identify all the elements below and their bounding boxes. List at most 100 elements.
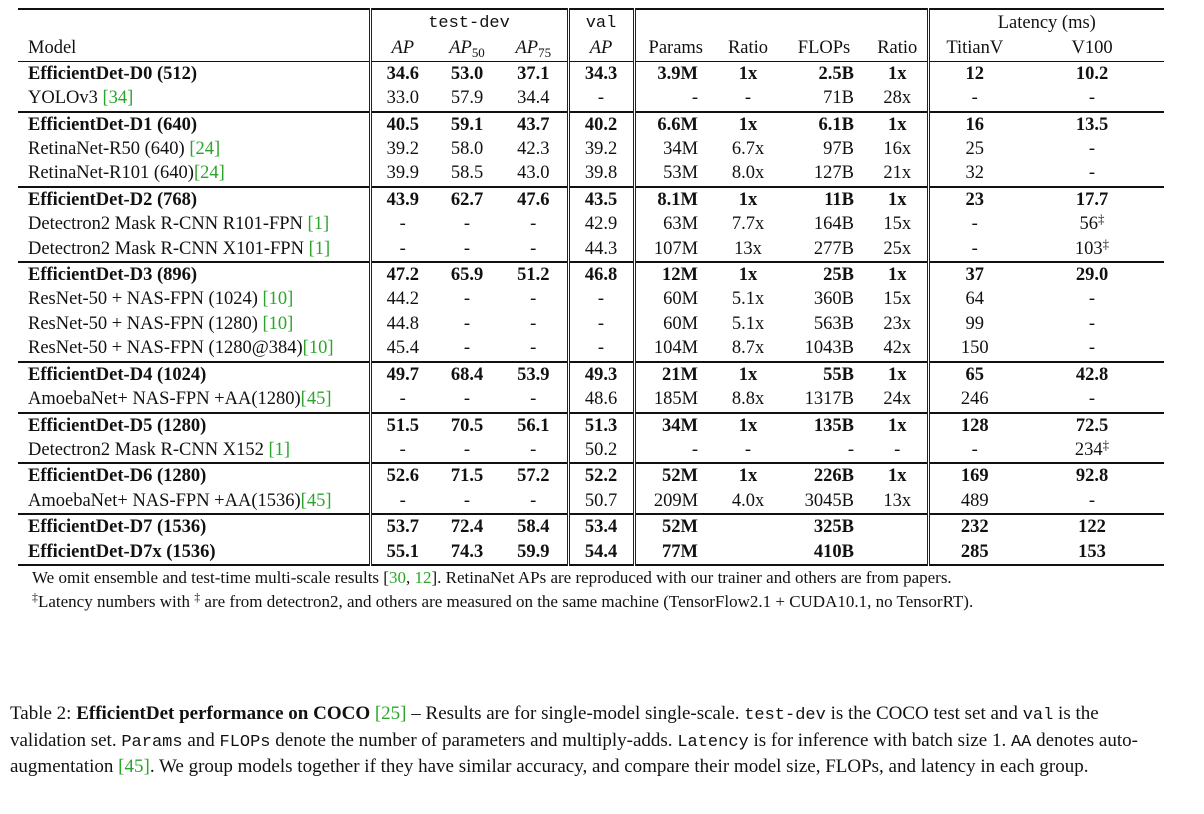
table-row: EfficientDet-D0 (512) 34.6 53.0 37.1 34.3 3.9… bbox=[18, 60, 1165, 87]
model-name: ResNet-50 + NAS-FPN (1280) [10] bbox=[28, 313, 294, 334]
cell-params: 63M bbox=[632, 212, 717, 237]
cell-r1 bbox=[716, 513, 781, 540]
citation[interactable]: [1] bbox=[268, 439, 291, 460]
cell-v: - bbox=[1088, 88, 1096, 109]
cell-ap50: 68.4 bbox=[434, 360, 500, 388]
col-ap75: AP bbox=[515, 38, 539, 59]
cell-params: 77M bbox=[632, 539, 717, 566]
cell-ap75: - bbox=[530, 338, 537, 359]
cell-t: 128 bbox=[926, 411, 1021, 438]
cell-t: - bbox=[926, 236, 1021, 263]
cell-ap50: - bbox=[463, 490, 471, 511]
citation[interactable]: [25] bbox=[374, 703, 407, 724]
cell-val: 54.4 bbox=[566, 539, 635, 566]
citation[interactable]: [34] bbox=[102, 88, 134, 109]
cell-t: 285 bbox=[926, 539, 1021, 566]
cell-ap50: 65.9 bbox=[434, 261, 500, 288]
col-v100: V100 bbox=[1071, 38, 1113, 59]
model-name: AmoebaNet+ NAS-FPN +AA(1536)[45] bbox=[28, 490, 332, 511]
cell-r2: 1x bbox=[868, 261, 929, 288]
table-row: ResNet-50 + NAS-FPN (1280) [10] 44.8- - -60… bbox=[18, 311, 1164, 337]
cell-r2: 1x bbox=[868, 462, 929, 489]
cell-r2: 25x bbox=[883, 238, 912, 259]
cell-t: - bbox=[926, 437, 1021, 464]
cell-params: 209M bbox=[632, 488, 717, 515]
cell-v: 10.2 bbox=[1020, 60, 1165, 87]
cell-v: - bbox=[1088, 139, 1096, 160]
cell-flops: 25B bbox=[780, 261, 869, 288]
cell-t: 246 bbox=[926, 387, 1021, 413]
citation[interactable]: [1] bbox=[308, 238, 331, 259]
cell-val: 44.3 bbox=[566, 236, 635, 263]
cell-t: 99 bbox=[926, 311, 1021, 337]
cell-flops: 410B bbox=[780, 539, 869, 566]
col-ap: AP bbox=[391, 38, 415, 59]
citation[interactable]: [45] bbox=[300, 389, 332, 410]
cell-params: 60M bbox=[632, 311, 717, 337]
note-line-2: ‡Latency numbers with ‡ are from detectr… bbox=[32, 589, 974, 611]
cell-ap50: 74.3 bbox=[434, 539, 500, 566]
cell-val: 43.5 bbox=[566, 185, 635, 213]
cell-ap50: - bbox=[463, 389, 471, 410]
cell-v: 17.7 bbox=[1020, 185, 1165, 213]
citation[interactable]: [10] bbox=[262, 289, 294, 310]
cell-params: 107M bbox=[632, 236, 717, 263]
table-row: EfficientDet-D4 (1024) 49.7 68.4 53.9 49.3 21… bbox=[18, 360, 1165, 388]
cell-ap: 45.4 bbox=[368, 336, 434, 362]
citation[interactable]: [10] bbox=[262, 313, 294, 334]
cell-v: 153 bbox=[1020, 539, 1165, 566]
table-row: EfficientDet-D3 (896) 47.2 65.9 51.2 46.8 12M… bbox=[18, 261, 1165, 288]
cell-flops: 1043B bbox=[804, 338, 855, 359]
citation[interactable]: 12 bbox=[414, 567, 432, 587]
cell-r2: - bbox=[894, 439, 901, 460]
note-line-1: We omit ensemble and test-time multi-sca… bbox=[32, 567, 952, 587]
cell-r1: 5.1x bbox=[731, 313, 765, 334]
cell-ap: 44.2 bbox=[368, 287, 434, 312]
cell-v: - bbox=[1088, 338, 1096, 359]
table-caption: Table 2: EfficientDet performance on COC… bbox=[10, 703, 1138, 777]
cell-ap50: 53.0 bbox=[434, 60, 500, 87]
cell-ap: 39.2 bbox=[368, 137, 434, 162]
cell-r2: 1x bbox=[868, 360, 929, 388]
citation[interactable]: 30 bbox=[388, 567, 406, 587]
model-name: ResNet-50 + NAS-FPN (1024) [10] bbox=[28, 289, 294, 310]
cell-params: - bbox=[632, 437, 717, 464]
cell-t: - bbox=[926, 212, 1021, 237]
citation[interactable]: [45] bbox=[118, 756, 150, 777]
cell-ap50: - bbox=[463, 338, 471, 359]
citation[interactable]: [24] bbox=[189, 139, 221, 160]
cell-t: 25 bbox=[926, 137, 1021, 162]
cell-params: 52M bbox=[632, 513, 717, 540]
cell-ap: 43.9 bbox=[368, 185, 434, 213]
cell-val: - bbox=[566, 287, 635, 312]
citation[interactable]: [1] bbox=[307, 214, 330, 235]
cell-t: 32 bbox=[926, 161, 1021, 187]
cell-ap: - bbox=[368, 212, 434, 237]
citation[interactable]: [10] bbox=[302, 338, 334, 359]
cell-r1: 1x bbox=[716, 261, 781, 288]
cell-r2: 1x bbox=[868, 185, 929, 213]
cell-v: - bbox=[1088, 490, 1096, 511]
cell-r2: 15x bbox=[883, 289, 912, 310]
cell-flops: 277B bbox=[813, 238, 855, 259]
table-row: EfficientDet-D2 (768) 43.9 62.7 47.6 43.5 8.1… bbox=[18, 185, 1165, 213]
cell-val: 49.3 bbox=[566, 360, 635, 388]
table-row: YOLOv3 [34] 33.0 57.9 34.4- - -71B 28x - - bbox=[18, 86, 1164, 112]
table-row: RetinaNet-R101 (640)[24] 39.9 58.5 43.0 39.8… bbox=[18, 161, 1164, 187]
cell-r2: 13x bbox=[883, 490, 912, 511]
cell-r1: - bbox=[744, 88, 752, 109]
cell-r1: 8.7x bbox=[731, 338, 765, 359]
cell-t: 232 bbox=[926, 513, 1021, 540]
model-name: RetinaNet-R50 (640) [24] bbox=[28, 139, 221, 160]
citation[interactable]: [45] bbox=[300, 490, 332, 511]
model-name: EfficientDet-D6 (1280) bbox=[18, 462, 370, 489]
cell-t: 489 bbox=[926, 488, 1021, 515]
cell-v: 56‡ bbox=[1079, 211, 1105, 235]
citation[interactable]: [24] bbox=[193, 163, 225, 184]
cell-r2: 1x bbox=[868, 411, 929, 438]
cell-v: - bbox=[1088, 163, 1096, 184]
cell-flops: 135B bbox=[780, 411, 869, 438]
cell-flops: 97B bbox=[823, 139, 855, 160]
cell-ap50: 58.0 bbox=[450, 139, 484, 160]
cell-ap50: 58.5 bbox=[450, 163, 484, 184]
